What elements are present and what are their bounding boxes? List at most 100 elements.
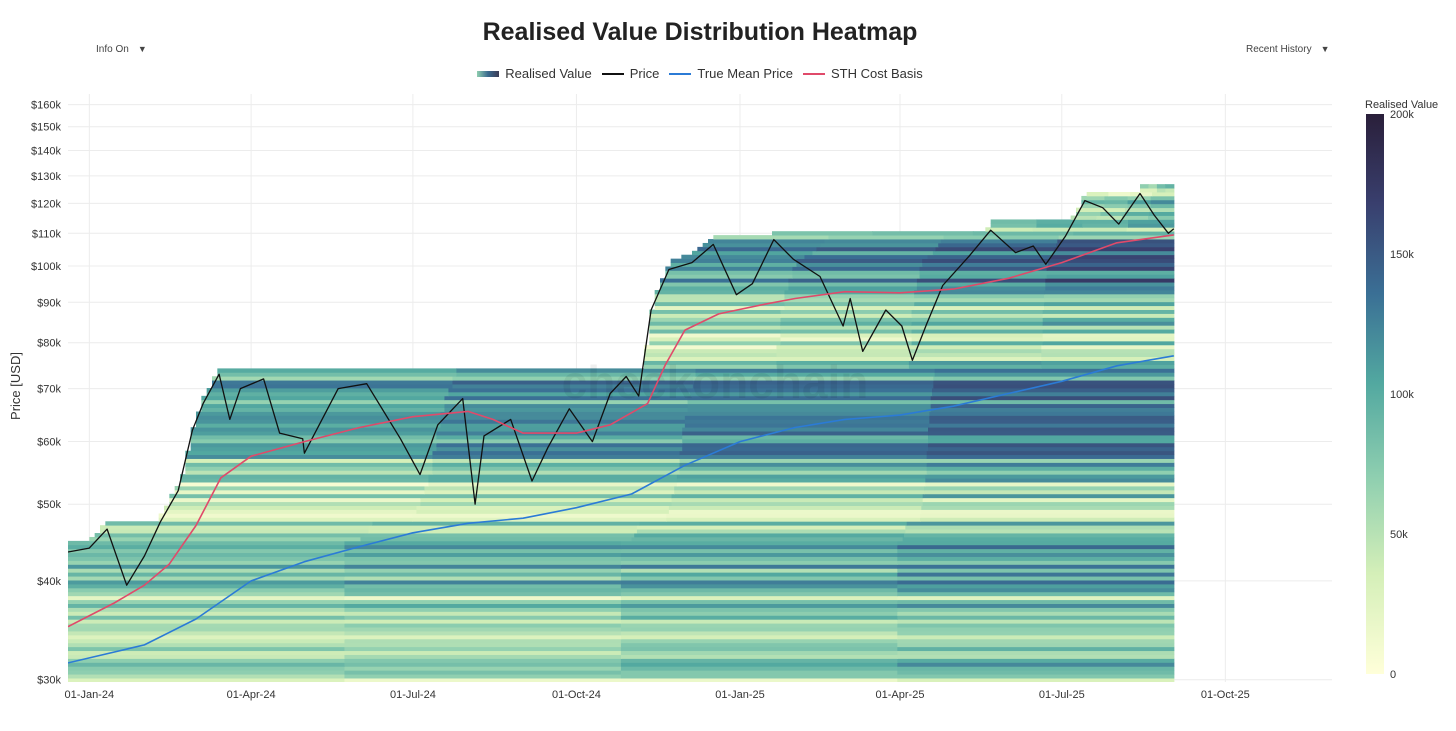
heatmap-cell	[897, 627, 1175, 632]
heatmap-cell	[436, 435, 683, 440]
heatmap-cell	[922, 497, 1175, 503]
heatmap-cell	[897, 576, 1175, 581]
heatmap-cell	[905, 525, 1175, 530]
heatmap-cell	[364, 533, 635, 538]
heatmap-cell	[631, 536, 904, 542]
heatmap-cell	[911, 329, 1044, 334]
heatmap-cell	[344, 654, 622, 659]
heatmap-cell	[432, 450, 681, 456]
heatmap-cell	[930, 403, 1175, 408]
y-tick-label: $70k	[37, 384, 61, 396]
heatmap-cell	[928, 446, 1175, 452]
heatmap-cell	[914, 301, 1045, 307]
x-tick-label: 01-Jul-25	[1039, 689, 1085, 701]
heatmap-cell	[679, 462, 928, 467]
heatmap-cell	[935, 246, 1056, 252]
heatmap-cell	[432, 458, 681, 463]
heatmap-cell	[344, 623, 622, 628]
heatmap-cell	[780, 325, 913, 330]
heatmap-cell	[620, 674, 898, 679]
heatmap-cell	[1152, 192, 1175, 197]
y-tick-label: $140k	[31, 145, 61, 157]
heatmap-cell	[620, 587, 898, 593]
heatmap-cell	[824, 239, 942, 244]
heatmap-cell	[1044, 297, 1175, 303]
heatmap-cell	[780, 340, 913, 346]
heatmap-cell	[784, 301, 915, 307]
history-range-dropdown[interactable]: Recent History ▼	[1246, 44, 1330, 55]
heatmap-cell	[1041, 352, 1175, 358]
heatmap-cell	[1057, 239, 1175, 244]
heatmap-cell	[926, 450, 1175, 456]
colorbar-title: Realised Value	[1365, 99, 1438, 111]
heatmap-cell	[1148, 188, 1158, 193]
colorbar-tick-label: 50k	[1390, 529, 1408, 541]
heatmap-cell	[1104, 199, 1129, 205]
legend-item-price[interactable]: Price	[601, 66, 659, 81]
y-tick-label: $90k	[37, 297, 61, 309]
heatmap-cell	[68, 654, 346, 659]
heatmap-cell	[206, 391, 450, 397]
heatmap-cell	[344, 540, 622, 546]
heatmap-cell	[792, 274, 921, 279]
heatmap-cell	[665, 266, 794, 271]
heatmap-cell	[776, 356, 910, 361]
heatmap-cell	[620, 580, 898, 585]
heatmap-cell	[922, 493, 1175, 499]
heatmap-cell	[452, 384, 694, 389]
heatmap-cell	[654, 301, 786, 307]
heatmap-cell	[780, 317, 913, 322]
heatmap-cell	[812, 250, 934, 256]
heatmap-cell	[196, 415, 442, 420]
heatmap-cell	[344, 580, 622, 585]
heatmap-cell	[928, 431, 1175, 436]
heatmap-cell	[908, 352, 1042, 358]
heatmap-cell	[344, 552, 622, 557]
heatmap-cell	[682, 435, 929, 440]
heatmap-cell	[440, 423, 686, 428]
heatmap-cell	[1140, 188, 1150, 193]
heatmap-cell	[68, 560, 346, 565]
heatmap-cell	[636, 525, 906, 530]
heatmap-cell	[424, 489, 675, 495]
heatmap-cell	[679, 454, 928, 459]
legend-item-true-mean-price[interactable]: True Mean Price	[669, 66, 793, 81]
heatmap-cell	[1076, 211, 1102, 216]
heatmap-cell	[190, 438, 438, 444]
heatmap-cell	[185, 450, 434, 456]
heatmap-cell	[1042, 329, 1175, 334]
heatmap-cell	[1048, 262, 1175, 267]
heatmap-cell	[919, 274, 1048, 279]
heatmap-cell	[196, 411, 442, 416]
heatmap-cell	[1050, 254, 1175, 260]
heatmap-cell	[620, 670, 898, 675]
legend-item-sth-cost-basis[interactable]: STH Cost Basis	[802, 66, 923, 81]
line-swatch-icon	[802, 72, 825, 75]
heatmap-cell	[1082, 223, 1129, 228]
heatmap-cell	[911, 317, 1044, 322]
heatmap-cell	[897, 556, 1175, 561]
heatmap-cell	[158, 517, 414, 522]
heatmap-cell	[788, 282, 918, 287]
heatmap-cell	[169, 501, 422, 506]
heatmap-cell	[420, 493, 673, 499]
heatmap-cell	[776, 352, 910, 358]
heatmap-cell	[933, 376, 1175, 381]
heatmap-cell	[185, 462, 434, 467]
line-swatch-icon	[669, 72, 692, 75]
legend-item-realised-value[interactable]: Realised Value	[477, 66, 592, 81]
heatmap-cell	[897, 607, 1175, 612]
y-tick-label: $100k	[31, 261, 61, 273]
heatmap-cell	[911, 313, 1044, 318]
heatmap-cell	[1045, 278, 1175, 283]
heatmap-cell	[432, 470, 681, 475]
heatmap-cell	[174, 489, 426, 495]
heatmap-cell	[620, 646, 898, 652]
heatmap-cell	[897, 650, 1175, 655]
heatmap-cell	[416, 509, 670, 514]
heatmap-cell	[897, 638, 1175, 644]
heatmap-cell	[452, 380, 694, 385]
info-toggle-dropdown[interactable]: Info On ▼	[96, 44, 147, 55]
heatmap-cell	[68, 642, 346, 648]
